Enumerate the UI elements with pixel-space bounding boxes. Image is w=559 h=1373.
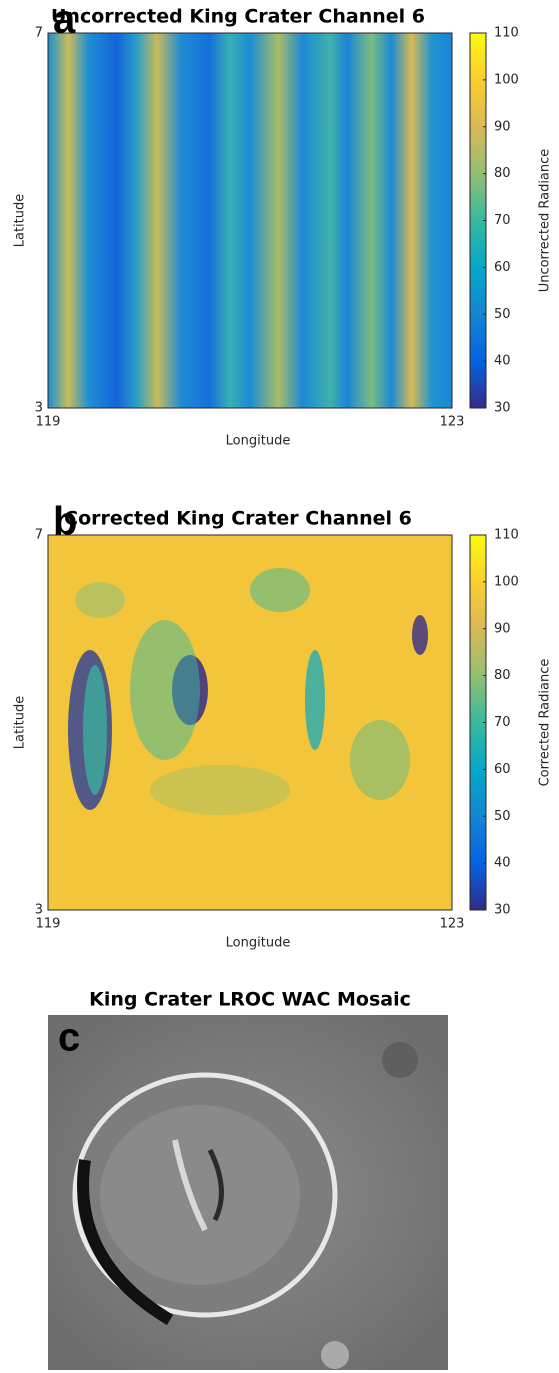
y-axis-label: Latitude [13,696,28,750]
y-tick-label: 7 [35,26,43,41]
x-tick-label: 123 [440,415,465,430]
colorbar-tick-label: 80 [494,166,511,181]
heatmap-image [48,535,452,910]
plot-frame [47,32,453,409]
x-tick-label: 119 [36,415,61,430]
panel-label: a [53,0,76,42]
colorbar-label: Uncorrected Radiance [538,149,553,293]
x-tick-label: 119 [36,917,61,932]
panel-label: c [58,1016,80,1060]
colorbar-tick-label: 40 [494,354,511,369]
mosaic-image [48,1015,448,1370]
plot-frame [47,534,453,911]
colorbar-tick-label: 40 [494,856,511,871]
colorbar-tick-label: 50 [494,307,511,322]
colorbar-tick-label: 50 [494,809,511,824]
colorbar-tick-label: 110 [494,528,519,543]
x-tick-label: 123 [440,917,465,932]
colorbar-tick-label: 70 [494,715,511,730]
colorbar-tick-label: 60 [494,260,511,275]
chart-title: King Crater LROC WAC Mosaic [89,989,411,1011]
y-tick-label: 3 [35,401,43,416]
colorbar-tick-label: 30 [494,401,511,416]
y-axis-label: Latitude [13,194,28,248]
colorbar-tick-label: 60 [494,762,511,777]
chart-title: Corrected King Crater Channel 6 [64,508,412,530]
colorbar-tick-label: 90 [494,119,511,134]
x-axis-label: Longitude [226,434,291,449]
chart-title: Uncorrected King Crater Channel 6 [51,6,425,28]
x-axis-label: Longitude [226,936,291,951]
y-tick-label: 3 [35,903,43,918]
colorbar-tick-label: 30 [494,903,511,918]
colorbar-tick-label: 90 [494,621,511,636]
colorbar-tick-label: 100 [494,72,519,87]
heatmap-image [48,33,452,408]
panel-label: b [53,500,77,544]
colorbar-tick-label: 80 [494,668,511,683]
y-tick-label: 7 [35,528,43,543]
colorbar-tick-label: 100 [494,574,519,589]
colorbar-tick-label: 70 [494,213,511,228]
colorbar-tick-label: 110 [494,26,519,41]
colorbar-label: Corrected Radiance [538,659,553,787]
